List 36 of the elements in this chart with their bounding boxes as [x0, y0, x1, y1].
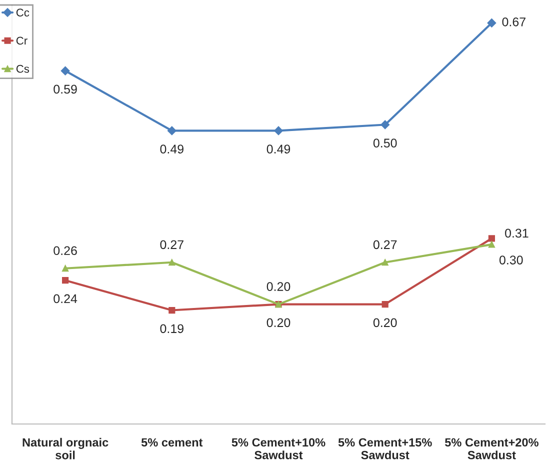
point	[167, 126, 176, 136]
x-tick-label: 5% Cement+15% Sawdust	[338, 438, 432, 460]
point	[487, 18, 496, 28]
data-label: 0.19	[160, 324, 184, 334]
data-label: 0.49	[160, 144, 184, 154]
legend-label: Cc	[16, 8, 30, 16]
x-tick-label: 5% Cement+20% Sawdust	[444, 438, 538, 460]
data-label: 0.30	[499, 256, 523, 264]
data-label: 0.27	[373, 240, 397, 250]
data-label: 0.31	[505, 228, 528, 238]
point	[382, 259, 388, 266]
data-label: 0.26	[54, 246, 77, 256]
point	[382, 300, 388, 308]
data-label: 0.20	[266, 282, 290, 291]
point	[168, 259, 176, 266]
point	[62, 265, 69, 272]
x-tick-label: 5% cement	[141, 438, 203, 447]
point	[274, 126, 283, 136]
data-label: 0.50	[373, 138, 397, 148]
data-label: 0.67	[502, 17, 526, 26]
data-label: 0.20	[266, 318, 290, 328]
point	[60, 66, 70, 76]
legend-label: Cs	[16, 64, 30, 73]
x-tick-label: 5% Cement+10% Sawdust	[232, 438, 326, 460]
point	[488, 235, 495, 242]
legend-label: Cr	[16, 36, 28, 45]
data-label: 0.49	[266, 144, 290, 154]
point	[380, 120, 390, 130]
data-label: 0.20	[373, 318, 397, 328]
data-label: 0.59	[54, 84, 77, 94]
point	[62, 277, 69, 284]
point	[168, 306, 176, 314]
data-label: 0.27	[160, 240, 184, 250]
data-label: 0.24	[54, 294, 78, 304]
point	[488, 241, 495, 248]
x-tick-label: Natural orgnaic soil	[22, 438, 108, 460]
